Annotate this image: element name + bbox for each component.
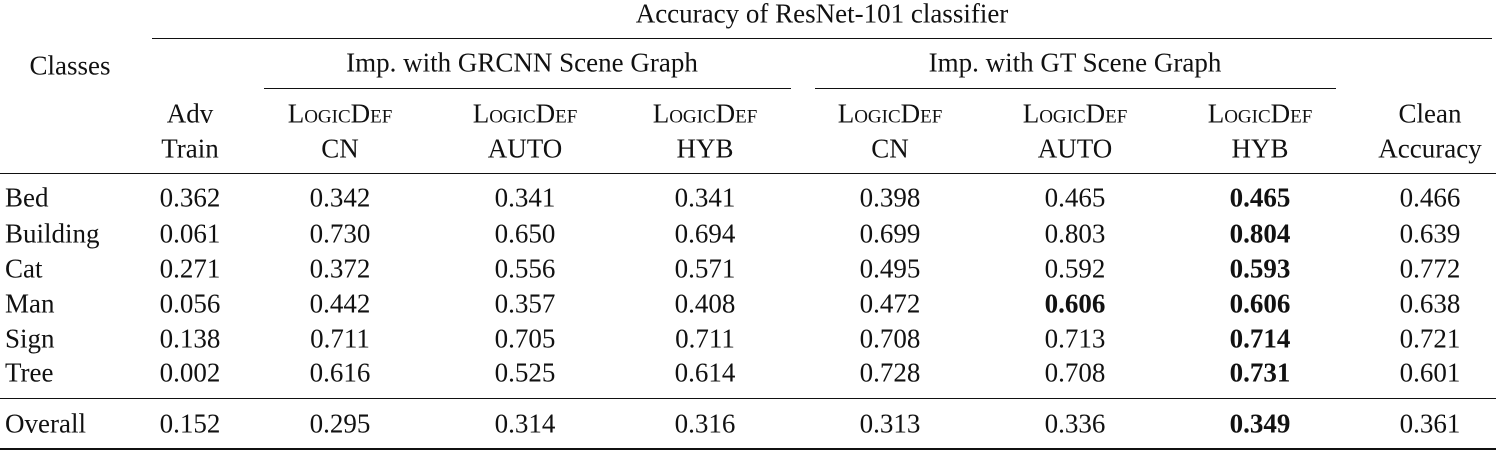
cell: 0.616 <box>309 357 371 388</box>
cell: 0.342 <box>309 182 371 213</box>
row-label: Man <box>5 288 55 319</box>
cell: 0.357 <box>494 288 556 319</box>
cell: 0.336 <box>1044 408 1106 439</box>
cell: 0.694 <box>674 218 736 249</box>
cell: 0.708 <box>859 323 921 354</box>
cell: 0.152 <box>159 408 221 439</box>
cell: 0.372 <box>309 253 371 284</box>
cell: 0.713 <box>1044 323 1106 354</box>
group-header: Imp. with GT Scene Graph <box>928 47 1222 78</box>
row-label: Cat <box>5 253 43 284</box>
column-header: HYB <box>676 133 734 164</box>
cell: 0.472 <box>859 288 921 319</box>
cell: 0.362 <box>159 182 221 213</box>
cell: 0.442 <box>309 288 371 319</box>
column-header: LogicDef <box>1022 98 1128 129</box>
cell: 0.466 <box>1399 182 1461 213</box>
column-header: Train <box>161 133 219 164</box>
column-header: CN <box>871 133 909 164</box>
rule <box>152 38 1492 40</box>
row-label: Overall <box>5 408 86 439</box>
row-label: Bed <box>5 182 49 213</box>
cell: 0.714 <box>1229 323 1291 354</box>
column-header: Adv <box>166 98 214 129</box>
cell: 0.803 <box>1044 218 1106 249</box>
cell: 0.593 <box>1229 253 1291 284</box>
column-header: LogicDef <box>837 98 943 129</box>
row-label: Sign <box>5 323 55 354</box>
cell: 0.556 <box>494 253 556 284</box>
cell: 0.638 <box>1399 288 1461 319</box>
column-header: LogicDef <box>472 98 578 129</box>
group-header: Imp. with GRCNN Scene Graph <box>346 47 698 78</box>
column-header: LogicDef <box>287 98 393 129</box>
cell: 0.711 <box>310 323 370 354</box>
cell: 0.465 <box>1044 182 1106 213</box>
cell: 0.650 <box>494 218 556 249</box>
column-header: Clean <box>1398 98 1462 129</box>
column-header: LogicDef <box>1207 98 1313 129</box>
rule <box>0 448 1496 450</box>
cell: 0.349 <box>1229 408 1291 439</box>
cell: 0.361 <box>1399 408 1461 439</box>
cell: 0.721 <box>1399 323 1461 354</box>
cell: 0.408 <box>674 288 736 319</box>
cell: 0.341 <box>674 182 736 213</box>
cell: 0.699 <box>859 218 921 249</box>
rule <box>0 398 1496 400</box>
cell: 0.295 <box>309 408 371 439</box>
cell: 0.639 <box>1399 218 1461 249</box>
cell: 0.002 <box>159 357 221 388</box>
cell: 0.711 <box>675 323 735 354</box>
rule <box>264 88 791 90</box>
cell: 0.313 <box>859 408 921 439</box>
cell: 0.398 <box>859 182 921 213</box>
column-header: Accuracy <box>1378 133 1482 164</box>
cell: 0.271 <box>159 253 221 284</box>
cell: 0.138 <box>159 323 221 354</box>
cell: 0.606 <box>1044 288 1106 319</box>
cell: 0.731 <box>1229 357 1291 388</box>
rule <box>0 173 1496 175</box>
table-title: Accuracy of ResNet-101 classifier <box>635 0 1009 29</box>
cell: 0.606 <box>1229 288 1291 319</box>
cell: 0.314 <box>494 408 556 439</box>
cell: 0.730 <box>309 218 371 249</box>
cell: 0.772 <box>1399 253 1461 284</box>
stub-header: Classes <box>29 50 111 81</box>
column-header: AUTO <box>487 133 563 164</box>
cell: 0.465 <box>1229 182 1291 213</box>
cell: 0.592 <box>1044 253 1106 284</box>
cell: 0.525 <box>494 357 556 388</box>
column-header: AUTO <box>1037 133 1113 164</box>
cell: 0.316 <box>674 408 736 439</box>
row-label: Building <box>5 218 100 249</box>
cell: 0.705 <box>494 323 556 354</box>
cell: 0.614 <box>674 357 736 388</box>
cell: 0.341 <box>494 182 556 213</box>
cell: 0.728 <box>859 357 921 388</box>
cell: 0.495 <box>859 253 921 284</box>
cell: 0.056 <box>159 288 221 319</box>
rule <box>815 88 1336 90</box>
cell: 0.061 <box>159 218 221 249</box>
cell: 0.708 <box>1044 357 1106 388</box>
cell: 0.804 <box>1229 218 1291 249</box>
cell: 0.571 <box>674 253 736 284</box>
row-label: Tree <box>5 357 54 388</box>
column-header: HYB <box>1231 133 1289 164</box>
column-header: CN <box>321 133 359 164</box>
column-header: LogicDef <box>652 98 758 129</box>
cell: 0.601 <box>1399 357 1461 388</box>
